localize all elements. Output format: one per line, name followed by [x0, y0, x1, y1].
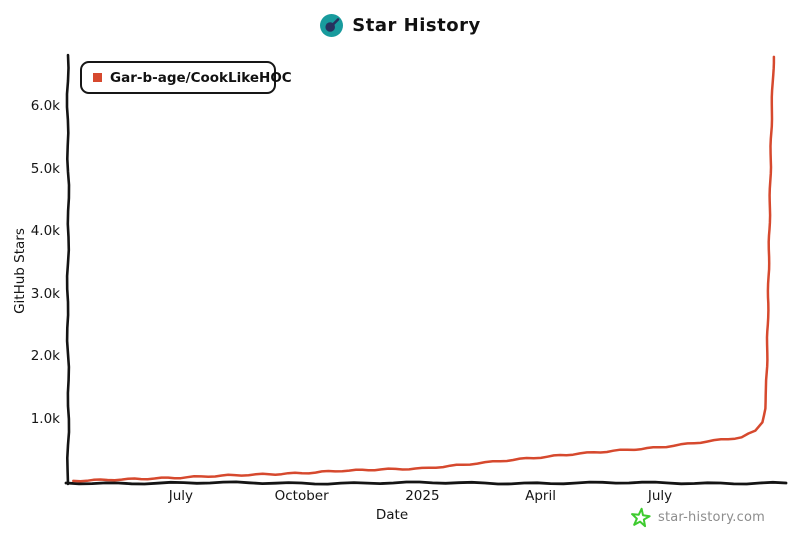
x-tick-label: 2025: [405, 488, 440, 504]
y-tick-label: 6.0k: [30, 98, 60, 115]
chart-title-row: Star History: [0, 10, 800, 40]
x-tick-label: July: [168, 488, 194, 504]
y-axis-title: GitHub Stars: [12, 228, 28, 314]
watermark-link[interactable]: star-history.com: [630, 506, 765, 528]
x-axis-title: Date: [375, 507, 409, 523]
y-tick-label: 1.0k: [30, 410, 60, 427]
y-tick-label: 4.0k: [30, 223, 60, 240]
legend[interactable]: Gar-b-age/CookLikeHOC: [80, 61, 292, 94]
y-tick-label: 2.0k: [30, 348, 60, 365]
star-icon: [631, 507, 651, 527]
page-title: Star History: [352, 14, 481, 36]
y-tick-label: 3.0k: [30, 285, 60, 302]
y-tick-label: 5.0k: [30, 160, 60, 177]
x-tick-label: October: [274, 488, 329, 504]
legend-series-label: Gar-b-age/CookLikeHOC: [110, 69, 292, 86]
legend-series-marker: [93, 73, 102, 82]
x-tick-label: July: [647, 488, 673, 504]
watermark-text: star-history.com: [658, 509, 765, 525]
star-history-logo-icon: [320, 13, 344, 37]
x-tick-label: April: [525, 488, 556, 504]
